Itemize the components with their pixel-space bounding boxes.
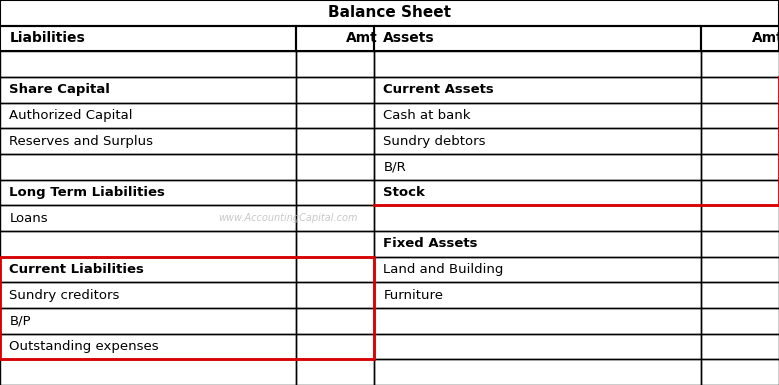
Bar (0, 257, 374, 359)
Bar (296, 154, 374, 180)
Text: Reserves and Surplus: Reserves and Surplus (9, 135, 153, 148)
Bar (0, 128, 296, 154)
Bar (374, 359, 701, 385)
Text: Authorized Capital: Authorized Capital (9, 109, 133, 122)
Bar (0, 180, 296, 205)
Bar (0, 51, 296, 77)
Bar (296, 77, 374, 103)
Bar (0, 77, 296, 103)
Bar (296, 334, 374, 359)
Text: Furniture: Furniture (383, 289, 443, 302)
Bar (701, 128, 779, 154)
Text: Share Capital: Share Capital (9, 83, 110, 96)
Bar (701, 257, 779, 282)
Text: Balance Sheet: Balance Sheet (328, 5, 451, 20)
Bar (701, 205, 779, 231)
Bar (701, 180, 779, 205)
Bar (296, 257, 374, 282)
Text: Amt: Amt (752, 32, 779, 45)
Bar (374, 257, 701, 282)
Text: Land and Building: Land and Building (383, 263, 504, 276)
Text: Loans: Loans (9, 212, 48, 225)
Text: Current Liabilities: Current Liabilities (9, 263, 144, 276)
Bar (374, 308, 701, 334)
Bar (0, 282, 296, 308)
Bar (374, 180, 701, 205)
Text: Fixed Assets: Fixed Assets (383, 237, 478, 250)
Text: Cash at bank: Cash at bank (383, 109, 471, 122)
Bar (701, 26, 779, 51)
Bar (0, 308, 296, 334)
Text: Long Term Liabilities: Long Term Liabilities (9, 186, 165, 199)
Bar (374, 26, 701, 51)
Text: Current Assets: Current Assets (383, 83, 494, 96)
Text: B/P: B/P (9, 314, 31, 327)
Bar (701, 77, 779, 103)
Bar (296, 26, 374, 51)
Bar (374, 51, 701, 77)
Bar (0, 26, 296, 51)
Bar (296, 51, 374, 77)
Bar (374, 77, 701, 103)
Bar (701, 231, 779, 257)
Bar (296, 308, 374, 334)
Text: Liabilities: Liabilities (9, 32, 85, 45)
Bar (701, 51, 779, 77)
Bar (296, 128, 374, 154)
Bar (296, 231, 374, 257)
Bar (701, 308, 779, 334)
Text: Amt: Amt (347, 32, 378, 45)
Bar (701, 282, 779, 308)
Bar (0, 257, 296, 282)
Bar (701, 359, 779, 385)
Bar (701, 334, 779, 359)
Bar (0, 103, 296, 128)
Bar (296, 180, 374, 205)
Bar (374, 154, 701, 180)
Bar (0, 334, 296, 359)
Bar (701, 154, 779, 180)
Bar (374, 282, 701, 308)
Text: Sundry debtors: Sundry debtors (383, 135, 486, 148)
Text: B/R: B/R (383, 160, 406, 173)
Bar (296, 103, 374, 128)
Bar (374, 103, 701, 128)
Text: Stock: Stock (383, 186, 425, 199)
Bar (0, 231, 296, 257)
Bar (374, 205, 701, 231)
Bar (374, 128, 701, 154)
Text: Sundry creditors: Sundry creditors (9, 289, 120, 302)
Bar (0, 205, 296, 231)
Bar (701, 103, 779, 128)
Bar (296, 282, 374, 308)
Bar (374, 231, 701, 257)
Bar (296, 205, 374, 231)
Bar (0, 154, 296, 180)
Bar (374, 334, 701, 359)
Text: Outstanding expenses: Outstanding expenses (9, 340, 159, 353)
Text: www.AccountingCapital.com: www.AccountingCapital.com (218, 213, 358, 223)
Bar (0, 359, 296, 385)
Bar (0, 0, 779, 26)
Bar (296, 359, 374, 385)
Text: Assets: Assets (383, 32, 435, 45)
